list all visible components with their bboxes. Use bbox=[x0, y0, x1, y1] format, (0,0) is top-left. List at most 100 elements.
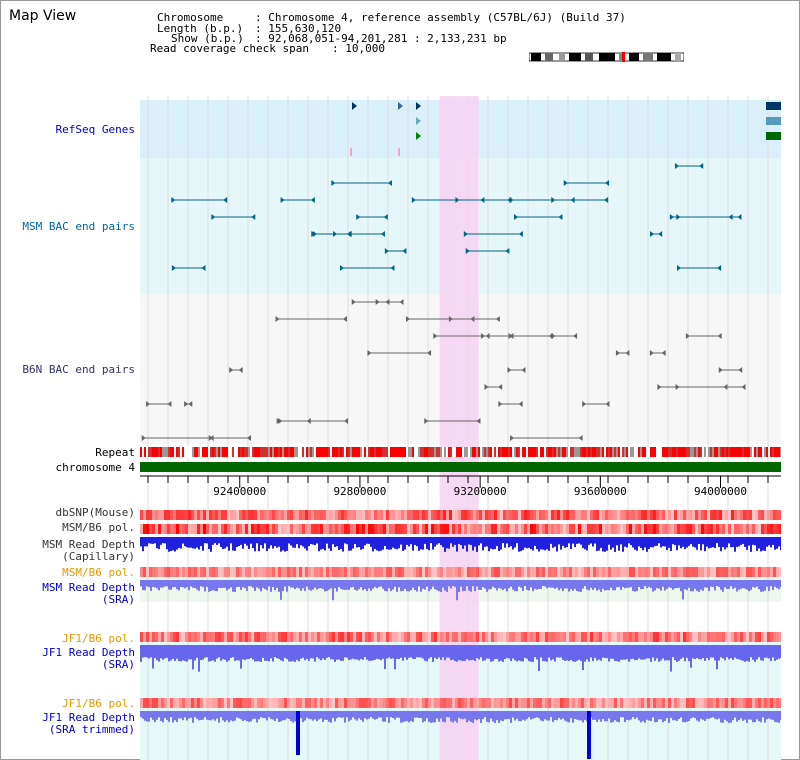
jf1-b6-pol-cell bbox=[512, 632, 515, 642]
msm-b6-pol2-cell bbox=[713, 567, 716, 577]
jf1-b6-pol2-cell bbox=[551, 698, 554, 708]
capillary-depth-bar bbox=[598, 537, 600, 551]
msm-sra-depth-bar bbox=[300, 580, 302, 591]
dbsnp-cell bbox=[623, 510, 626, 520]
capillary-depth-bar bbox=[476, 537, 478, 552]
capillary-depth-bar bbox=[362, 537, 364, 549]
msm-sra-depth-bar bbox=[656, 580, 658, 589]
msm-sra-depth-bar bbox=[316, 580, 318, 590]
jf1-trimmed-depth-bar bbox=[560, 711, 562, 720]
capillary-depth-bar bbox=[238, 537, 240, 547]
capillary-depth-bar bbox=[766, 537, 768, 547]
jf1-sra-depth-bar bbox=[144, 645, 146, 658]
msm-b6-pol2-cell bbox=[602, 567, 605, 577]
jf1-sra-depth-bar bbox=[204, 645, 206, 658]
jf1-trimmed-depth-bar bbox=[322, 711, 324, 722]
jf1-sra-depth-bar bbox=[296, 645, 298, 660]
b6n-bac-end bbox=[717, 333, 722, 339]
msm-bac-label[interactable]: MSM BAC end pairs bbox=[22, 220, 135, 233]
dbsnp-cell bbox=[314, 510, 317, 520]
capillary-depth-bar bbox=[286, 537, 288, 551]
genome-track-area[interactable]: 92400000 92800000 93200000 93600000 94000000 bbox=[140, 96, 781, 760]
repeat-segment bbox=[724, 447, 726, 457]
capillary-depth-bar bbox=[354, 537, 356, 545]
capillary-depth-bar bbox=[608, 537, 610, 545]
jf1-b6-pol-cell bbox=[644, 632, 647, 642]
jf1-b6-pol2-cell bbox=[611, 698, 614, 708]
msm-b6-pol2-cell bbox=[353, 567, 356, 577]
jf1-b6-pol-cell bbox=[650, 632, 653, 642]
repeat-segment bbox=[190, 447, 192, 457]
msm-sra-depth-bar bbox=[470, 580, 472, 592]
repeat-segment bbox=[658, 447, 660, 457]
msm-bac-end bbox=[518, 231, 523, 237]
msm-b6-pol2-cell bbox=[572, 567, 575, 577]
repeat-segment bbox=[588, 447, 590, 457]
msm-sra-depth-bar bbox=[246, 580, 248, 591]
jf1-trimmed-depth-bar bbox=[162, 711, 164, 723]
msm-sra-depth-bar bbox=[186, 580, 188, 588]
capillary-depth-bar bbox=[504, 537, 506, 548]
jf1-trimmed-depth-bar bbox=[728, 711, 730, 723]
capillary-depth-bar bbox=[310, 537, 312, 545]
jf1-sra-depth-bar bbox=[564, 645, 566, 661]
msm-sra-depth-bar bbox=[738, 580, 740, 590]
capillary-depth-bar bbox=[374, 537, 376, 549]
jf1-b6-pol-cell bbox=[269, 632, 272, 642]
msm-b6-pol-cell bbox=[449, 524, 452, 534]
msm-sra-depth-bar bbox=[586, 580, 588, 590]
b6n-bac-end bbox=[399, 299, 404, 305]
jf1-b6-pol-cell bbox=[617, 632, 620, 642]
msm-b6-pol2-cell bbox=[701, 567, 704, 577]
repeat-segment bbox=[408, 447, 410, 457]
chromosome-ideogram-icon[interactable] bbox=[529, 52, 684, 62]
jf1-b6-pol-cell bbox=[746, 632, 749, 642]
jf1-trimmed-depth-bar bbox=[460, 711, 462, 719]
jf1-b6-pol2-cell bbox=[458, 698, 461, 708]
jf1-trimmed-depth-bar bbox=[578, 711, 580, 721]
jf1-sra-depth-bar bbox=[606, 645, 608, 659]
repeat-segment bbox=[438, 447, 440, 457]
jf1-b6-pol-cell bbox=[470, 632, 473, 642]
jf1-trimmed-depth-bar bbox=[658, 711, 660, 720]
dbsnp-cell bbox=[479, 510, 482, 520]
selection-highlight bbox=[439, 96, 479, 760]
jf1-sra-depth-bar bbox=[534, 645, 536, 658]
msm-sra-depth-bar bbox=[654, 580, 656, 591]
msm-sra-depth-bar bbox=[636, 580, 638, 592]
repeat-segment bbox=[440, 447, 442, 457]
msm-b6-pol-cell bbox=[338, 524, 341, 534]
repeat-label: Repeat bbox=[95, 446, 135, 459]
jf1-b6-pol2-cell bbox=[716, 698, 719, 708]
jf1-trimmed-depth-bar bbox=[418, 711, 420, 718]
repeat-segment bbox=[738, 447, 740, 457]
refseq-genes-label[interactable]: RefSeq Genes bbox=[55, 123, 135, 136]
b6n-bac-label[interactable]: B6N BAC end pairs bbox=[22, 363, 135, 376]
msm-b6-pol-cell bbox=[233, 524, 236, 534]
msm-b6-pol2-cell bbox=[158, 567, 161, 577]
msm-b6-pol2-cell bbox=[407, 567, 410, 577]
jf1-sra-depth-bar bbox=[746, 645, 748, 661]
jf1-trimmed-depth-bar bbox=[738, 711, 740, 721]
msm-b6-pol-cell bbox=[665, 524, 668, 534]
repeat-segment bbox=[762, 447, 764, 457]
jf1-trimmed-depth-bar bbox=[348, 711, 350, 722]
repeat-segment bbox=[630, 447, 632, 457]
jf1-sra-depth-bar bbox=[202, 645, 204, 660]
repeat-segment bbox=[778, 447, 780, 457]
jf1-b6-pol-cell bbox=[605, 632, 608, 642]
jf1-b6-pol-cell bbox=[176, 632, 179, 642]
jf1-trimmed-depth-bar bbox=[652, 711, 654, 718]
jf1-b6-pol-cell bbox=[383, 632, 386, 642]
repeat-segment bbox=[758, 447, 760, 457]
msm-sra-depth-bar bbox=[260, 580, 262, 592]
msm-sra-depth-bar bbox=[268, 580, 270, 587]
msm-sra-depth-bar bbox=[590, 580, 592, 588]
msm-sra-depth-bar bbox=[296, 580, 298, 588]
msm-b6-pol2-cell bbox=[275, 567, 278, 577]
jf1-sra-depth-bar bbox=[340, 645, 342, 661]
repeat-segment bbox=[324, 447, 326, 457]
capillary-depth-bar bbox=[490, 537, 492, 549]
jf1-b6-pol-cell bbox=[767, 632, 770, 642]
jf1-trimmed-depth-bar bbox=[610, 711, 612, 723]
